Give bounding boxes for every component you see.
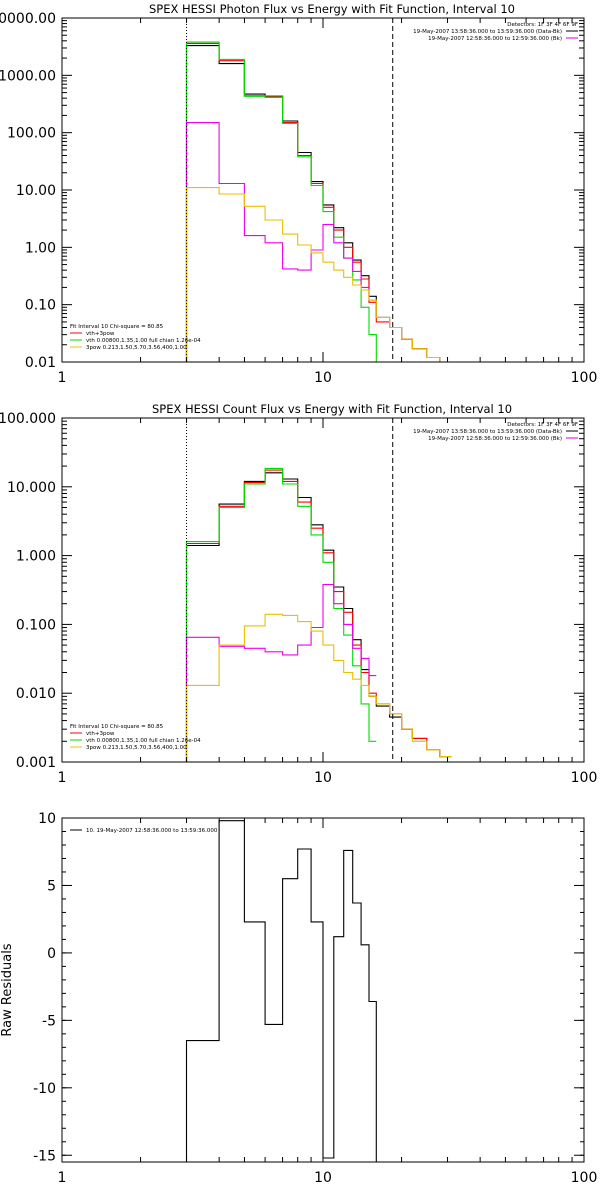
- y-tick-label: -15: [33, 1148, 56, 1164]
- residuals-y-axis-label: Raw Residuals: [0, 943, 15, 1036]
- y-tick-label: 100.00: [7, 126, 56, 142]
- y-tick-label: 0.001: [16, 755, 56, 771]
- photon-flux-panel: SPEX HESSI Photon Flux vs Energy with Fi…: [0, 2, 597, 386]
- fit-legend-entry: vth 0.00800,1.35,1.00 full chian 1.26e-0…: [86, 738, 201, 744]
- fit-legend-entry: Fit Interval 10 Chi-square = 80.85: [70, 324, 164, 330]
- legend-entry: 19-May-2007 13:58:36.000 to 13:59:36.000…: [413, 29, 562, 35]
- x-tick-label: 10: [314, 370, 332, 386]
- fit-legend-entry: vth 0.00800,1.35,1.00 full chian 1.26e-0…: [86, 338, 201, 344]
- y-tick-label: 0.01: [25, 355, 56, 371]
- count-flux-title: SPEX HESSI Count Flux vs Energy with Fit…: [152, 402, 512, 416]
- y-tick-label: 0.010: [16, 686, 56, 702]
- fit-legend-entry: 3pow 0.213,1.50,5.70,3.56,400,1.00: [86, 745, 187, 751]
- x-tick-label: 100: [571, 1170, 598, 1186]
- series-data-line: [185, 820, 390, 1163]
- series-thick_thin-line: [185, 469, 452, 762]
- x-tick-label: 10: [314, 1170, 332, 1186]
- fit-legend-entry: vth+3pow: [86, 331, 115, 337]
- x-tick-label: 1: [58, 770, 67, 786]
- fit-legend-entry: vth+3pow: [86, 731, 115, 737]
- y-tick-label: 10.000: [7, 480, 56, 496]
- fit-legend-entry: 3pow 0.213,1.50,5.70,3.56,400,1.00: [86, 345, 187, 351]
- series-data-line: [185, 45, 452, 363]
- residuals-panel: Raw Residuals 1 10 100 -15 -10 -5 0 5 10 10. 19-M…: [0, 811, 597, 1186]
- series-bpow2-line: [185, 187, 452, 363]
- y-tick-label: 0: [47, 946, 56, 962]
- y-tick-label: 1.00: [25, 240, 56, 256]
- series-data-line: [185, 472, 452, 762]
- y-tick-label: 10: [38, 811, 56, 827]
- x-tick-label: 100: [571, 770, 598, 786]
- x-tick-label: 1: [58, 1170, 67, 1186]
- series-bpow-line: [185, 583, 377, 762]
- y-tick-label: 0.10: [25, 298, 56, 314]
- legend-entry: 10. 19-May-2007 12:58:36.000 to 13:59:36…: [86, 828, 218, 834]
- series-vth-line: [185, 41, 390, 363]
- x-tick-label: 1: [58, 370, 67, 386]
- legend-entry: 19-May-2007 12:58:36.000 to 12:59:36.000…: [428, 36, 562, 42]
- series-vth-line: [185, 467, 377, 762]
- series-bpow2-line: [185, 613, 452, 762]
- x-tick-label: 10: [314, 770, 332, 786]
- y-tick-label: 0.100: [16, 617, 56, 633]
- y-tick-label: 1.000: [16, 549, 56, 565]
- legend-entry: 19-May-2007 13:58:36.000 to 13:59:36.000…: [413, 429, 562, 435]
- fit-legend-entry: Fit Interval 10 Chi-square = 80.85: [70, 724, 164, 730]
- legend-entry: Detectors: 1F 3F 4F 6F 9F: [507, 422, 578, 428]
- y-tick-label: 5: [47, 878, 56, 894]
- photon-flux-title: SPEX HESSI Photon Flux vs Energy with Fi…: [149, 2, 515, 16]
- y-tick-label: 10.00: [16, 183, 56, 199]
- series-thick_thin-line: [185, 42, 452, 363]
- legend-entry: 19-May-2007 12:58:36.000 to 12:59:36.000…: [428, 436, 562, 442]
- y-tick-label: 10000.00: [0, 11, 56, 27]
- y-tick-label: 1000.00: [0, 68, 56, 84]
- y-tick-label: -10: [33, 1081, 56, 1097]
- y-tick-label: -5: [42, 1013, 56, 1029]
- legend-entry: Detectors: 1F 3F 4F 6F 9F: [507, 22, 578, 28]
- y-tick-label: 100.000: [0, 411, 56, 427]
- count-flux-panel: SPEX HESSI Count Flux vs Energy with Fit…: [0, 402, 597, 786]
- x-tick-label: 100: [571, 370, 598, 386]
